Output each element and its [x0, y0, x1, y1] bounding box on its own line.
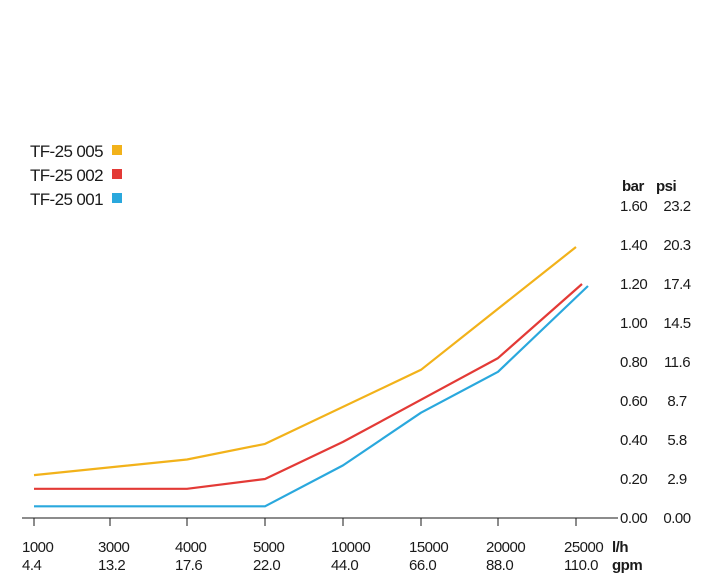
x-tick-label-lh: 20000 [486, 539, 525, 556]
y-tick-label-bar: 1.00 [620, 315, 647, 332]
y-tick-label-bar: 0.80 [620, 354, 647, 371]
x-unit-gpm: gpm [612, 557, 642, 574]
x-tick-label-lh: 5000 [253, 539, 285, 556]
x-tick-label-gpm: 110.0 [564, 557, 598, 574]
y-tick-label-bar: 1.60 [620, 198, 647, 215]
y-tick-label-bar: 1.20 [620, 276, 647, 293]
x-tick-label-gpm: 44.0 [331, 557, 358, 574]
legend-swatch-3 [112, 193, 122, 203]
y-tick-label-psi: 0.00 [663, 510, 690, 527]
x-tick-label-lh: 10000 [331, 539, 370, 556]
y-tick-label-psi: 2.9 [667, 471, 687, 488]
x-tick-label-lh: 15000 [409, 539, 448, 556]
y-tick-label-bar: 0.60 [620, 393, 647, 410]
x-tick-label-lh: 1000 [22, 539, 54, 556]
y-tick-label-psi: 11.6 [664, 354, 690, 371]
x-tick-label-gpm: 4.4 [22, 557, 42, 574]
legend-swatch-2 [112, 169, 122, 179]
y-tick-label-psi: 20.3 [663, 237, 690, 254]
legend-label-2: TF-25 002 [30, 166, 103, 185]
y-tick-label-bar: 0.00 [620, 510, 647, 527]
y-tick-label-psi: 17.4 [663, 276, 690, 293]
x-tick-label-gpm: 22.0 [253, 557, 280, 574]
x-tick-label-gpm: 66.0 [409, 557, 436, 574]
series-lines [33, 246, 589, 508]
y-tick-label-psi: 14.5 [663, 315, 690, 332]
x-unit-lh: l/h [612, 539, 628, 556]
series-line-3 [34, 285, 589, 508]
y-tick-label-psi: 5.8 [667, 432, 687, 449]
legend: TF-25 005 TF-25 002 TF-25 001 [30, 142, 122, 209]
x-tick-label-gpm: 88.0 [486, 557, 513, 574]
y-tick-label-bar: 0.40 [620, 432, 647, 449]
series-line-2 [34, 283, 583, 490]
legend-swatch-1 [112, 145, 122, 155]
x-tick-label-gpm: 13.2 [98, 557, 125, 574]
y-tick-label-psi: 23.2 [663, 198, 690, 215]
series-line-1 [33, 246, 577, 477]
y-tick-label-bar: 1.40 [620, 237, 647, 254]
x-tick-label-lh: 4000 [175, 539, 207, 556]
x-tick-label-lh: 3000 [98, 539, 130, 556]
y-unit-psi: psi [656, 178, 677, 195]
y-tick-label-bar: 0.20 [620, 471, 647, 488]
legend-label-3: TF-25 001 [30, 190, 103, 209]
x-tick-label-lh: 25000 [564, 539, 603, 556]
legend-label-1: TF-25 005 [30, 142, 103, 161]
y-tick-label-psi: 8.7 [667, 393, 687, 410]
y-axis-labels: bar psi 0.00 0.00 0.20 2.9 0.40 5.8 0.60 8.7 0.80 1… [620, 178, 691, 527]
y-unit-bar: bar [622, 178, 645, 195]
x-tick-label-gpm: 17.6 [175, 557, 202, 574]
